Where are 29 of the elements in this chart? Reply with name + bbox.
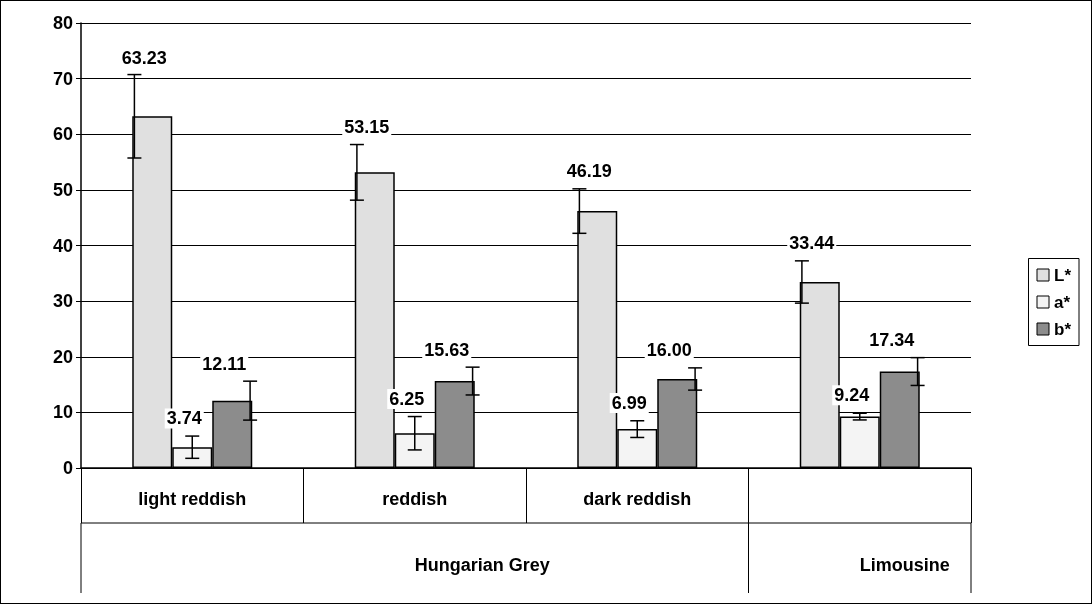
data-label: 6.25 <box>389 389 425 410</box>
legend-label: L* <box>1054 265 1072 285</box>
y-tick-label: 40 <box>52 235 73 256</box>
y-tick-label: 50 <box>52 179 73 200</box>
data-label: 53.15 <box>344 117 390 138</box>
data-label: 63.23 <box>121 47 167 68</box>
y-tick-label: 0 <box>62 458 73 478</box>
y-tick-label: 30 <box>52 291 73 312</box>
data-label: 15.63 <box>424 339 470 360</box>
data-label: 46.19 <box>566 161 612 182</box>
y-tick-label: 80 <box>52 13 73 33</box>
data-label: 9.24 <box>834 385 870 406</box>
data-label: 12.11 <box>202 353 247 374</box>
data-label: 6.99 <box>611 393 647 414</box>
data-label: 33.44 <box>789 233 835 254</box>
data-label: 3.74 <box>166 408 202 429</box>
y-tick-label: 10 <box>52 402 73 423</box>
legend-label: b* <box>1054 319 1072 339</box>
x-tick-label: light reddish <box>138 489 247 509</box>
text: Hungarian Grey <box>414 555 550 575</box>
y-tick-label: 20 <box>52 346 73 367</box>
text: Limousine <box>859 555 950 575</box>
legend-label: a* <box>1054 292 1071 312</box>
x-tick-label: reddish <box>382 489 448 509</box>
x-tick-label: dark reddish <box>583 489 692 509</box>
data-label: 17.34 <box>869 330 915 351</box>
y-tick-label: 70 <box>52 68 73 89</box>
data-label: 16.00 <box>646 340 692 361</box>
y-tick-label: 60 <box>52 124 73 145</box>
